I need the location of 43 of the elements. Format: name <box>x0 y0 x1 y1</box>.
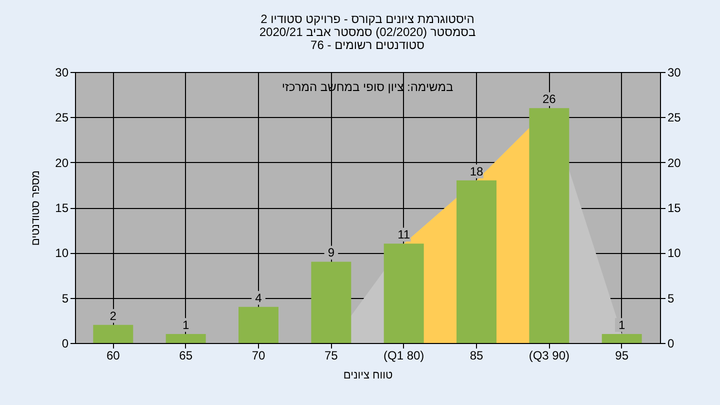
y-tick-label: 25 <box>55 110 69 125</box>
y2-tick-label: 20 <box>668 156 682 170</box>
data-label: 1 <box>618 318 626 332</box>
bar <box>166 334 206 343</box>
y2-tick-label: 30 <box>668 66 682 80</box>
y2-tick-label: 10 <box>668 246 682 260</box>
bar <box>93 324 134 343</box>
data-label: 4 <box>255 290 262 305</box>
y-tick-label: 10 <box>55 246 69 260</box>
data-label: 2 <box>110 308 117 323</box>
data-label: 1 <box>182 318 190 332</box>
bar <box>529 108 570 343</box>
text: סטודנטים רשומים - 76 <box>310 38 424 52</box>
x-tick-label: 75 <box>324 348 338 362</box>
data-label: 26 <box>542 92 556 106</box>
y-tick-label: 20 <box>55 156 69 170</box>
text: בסמסטר (02/2020) סמסטר אביב 2020/21 <box>259 25 476 39</box>
y-tick-label: 15 <box>55 201 69 215</box>
x-tick-label: 85 <box>470 348 484 362</box>
bar <box>238 306 278 343</box>
y2-tick-label: 0 <box>668 336 674 350</box>
x-tick-label: 95 <box>615 348 629 362</box>
y2-tick-label: 25 <box>668 110 682 125</box>
x-axis-title: טווח ציונים <box>343 370 393 382</box>
x-tick-label: (Q1 80) <box>383 348 424 362</box>
x-tick-label: (Q3 90) <box>528 348 570 362</box>
bar <box>602 334 642 343</box>
y2-tick-label: 15 <box>668 201 682 215</box>
y-axis-title: מספר סטודנטים <box>30 170 42 246</box>
x-tick-label: 60 <box>106 348 120 362</box>
x-tick-label: 70 <box>252 348 266 362</box>
bar <box>456 180 496 343</box>
x-tick-label: 65 <box>179 348 193 362</box>
y2-tick-label: 5 <box>668 291 674 306</box>
bar <box>384 244 424 343</box>
data-label: 11 <box>398 228 410 242</box>
y-tick-label: 5 <box>62 291 69 306</box>
bar <box>311 262 352 343</box>
y-tick-label: 0 <box>62 336 69 350</box>
text: היסטוגרמת ציונים בקורס - פרויקט סטודיו 2 <box>260 12 474 26</box>
y-tick-label: 30 <box>55 66 69 80</box>
data-label: 18 <box>470 164 484 178</box>
data-label: 9 <box>328 246 335 260</box>
